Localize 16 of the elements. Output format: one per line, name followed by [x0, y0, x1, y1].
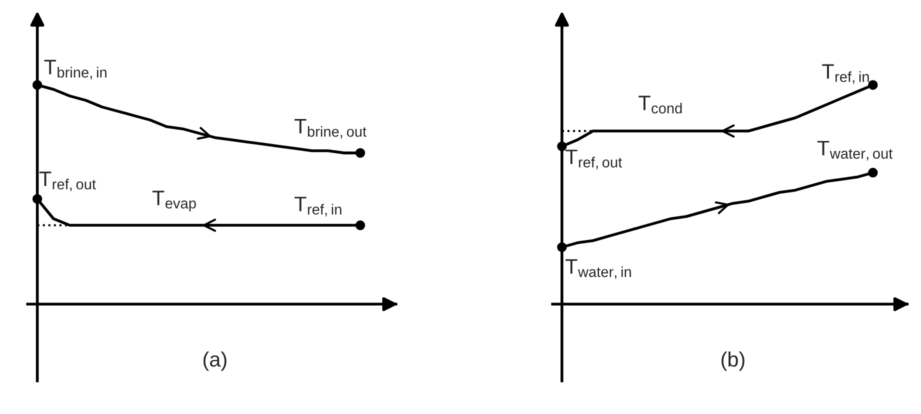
text: T$_{ref,in}$ [822, 64, 869, 84]
text: T$_{brine,in}$ [44, 60, 106, 80]
annotation: T$_{water,out}$ [817, 140, 893, 160]
annotation: T$_{brine,out}$ [294, 119, 366, 139]
annotation: T$_{evap}$ [152, 190, 196, 212]
point [355, 220, 366, 230]
point [355, 148, 366, 158]
x-axis-title: (a) [204, 351, 226, 371]
annotation: T$_{ref,out}$ [39, 172, 96, 192]
annotation: T$_{ref,in}$ [294, 196, 342, 216]
point [868, 168, 878, 178]
x-axis-title: (b) [722, 351, 744, 371]
annotation: T$_{ref,out}$ [566, 150, 622, 170]
annotation: T$_{cond}$ [638, 96, 682, 114]
annotation: T$_{water,in}$ [566, 259, 631, 279]
point [868, 80, 878, 90]
